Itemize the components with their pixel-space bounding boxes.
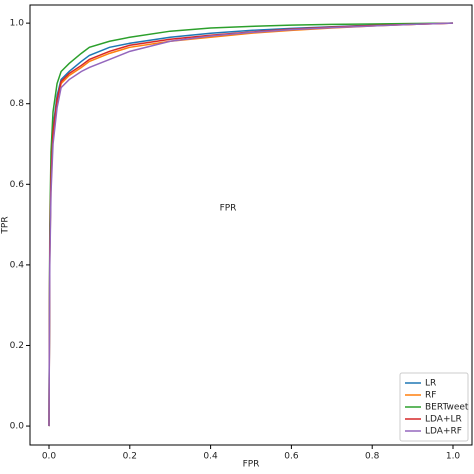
legend-label: LDA+RF: [425, 427, 462, 437]
legend-label: LR: [425, 379, 436, 389]
x-tick-label: 0.0: [42, 452, 57, 462]
y-tick-label: 0.6: [10, 180, 25, 190]
y-tick-label: 0.8: [10, 99, 25, 109]
y-axis-label: TPR: [1, 216, 11, 234]
legend-box: [399, 372, 469, 442]
x-tick-label: 0.8: [365, 452, 380, 462]
x-axis-label: FPR: [243, 460, 260, 470]
legend-label: RF: [425, 391, 436, 401]
y-tick-label: 1.0: [10, 19, 25, 29]
y-tick-label: 0.4: [10, 260, 25, 270]
x-tick-label: 0.4: [203, 452, 218, 462]
x-tick-label: 0.6: [284, 452, 299, 462]
legend-label: LDA+LR: [425, 415, 462, 425]
legend-label: BERTweet: [425, 403, 469, 413]
roc-line: [48, 22, 454, 427]
roc-line: [48, 22, 454, 427]
roc-line: [48, 22, 454, 427]
roc-line: [48, 22, 454, 427]
y-tick-label: 0.0: [10, 422, 25, 432]
x-tick-label: 0.2: [123, 452, 137, 462]
y-tick-label: 0.2: [10, 341, 24, 351]
x-tick-label: 1.0: [446, 452, 461, 462]
plot-frame: [29, 4, 473, 446]
roc-line: [48, 22, 454, 427]
annotation: FPR: [220, 204, 237, 214]
